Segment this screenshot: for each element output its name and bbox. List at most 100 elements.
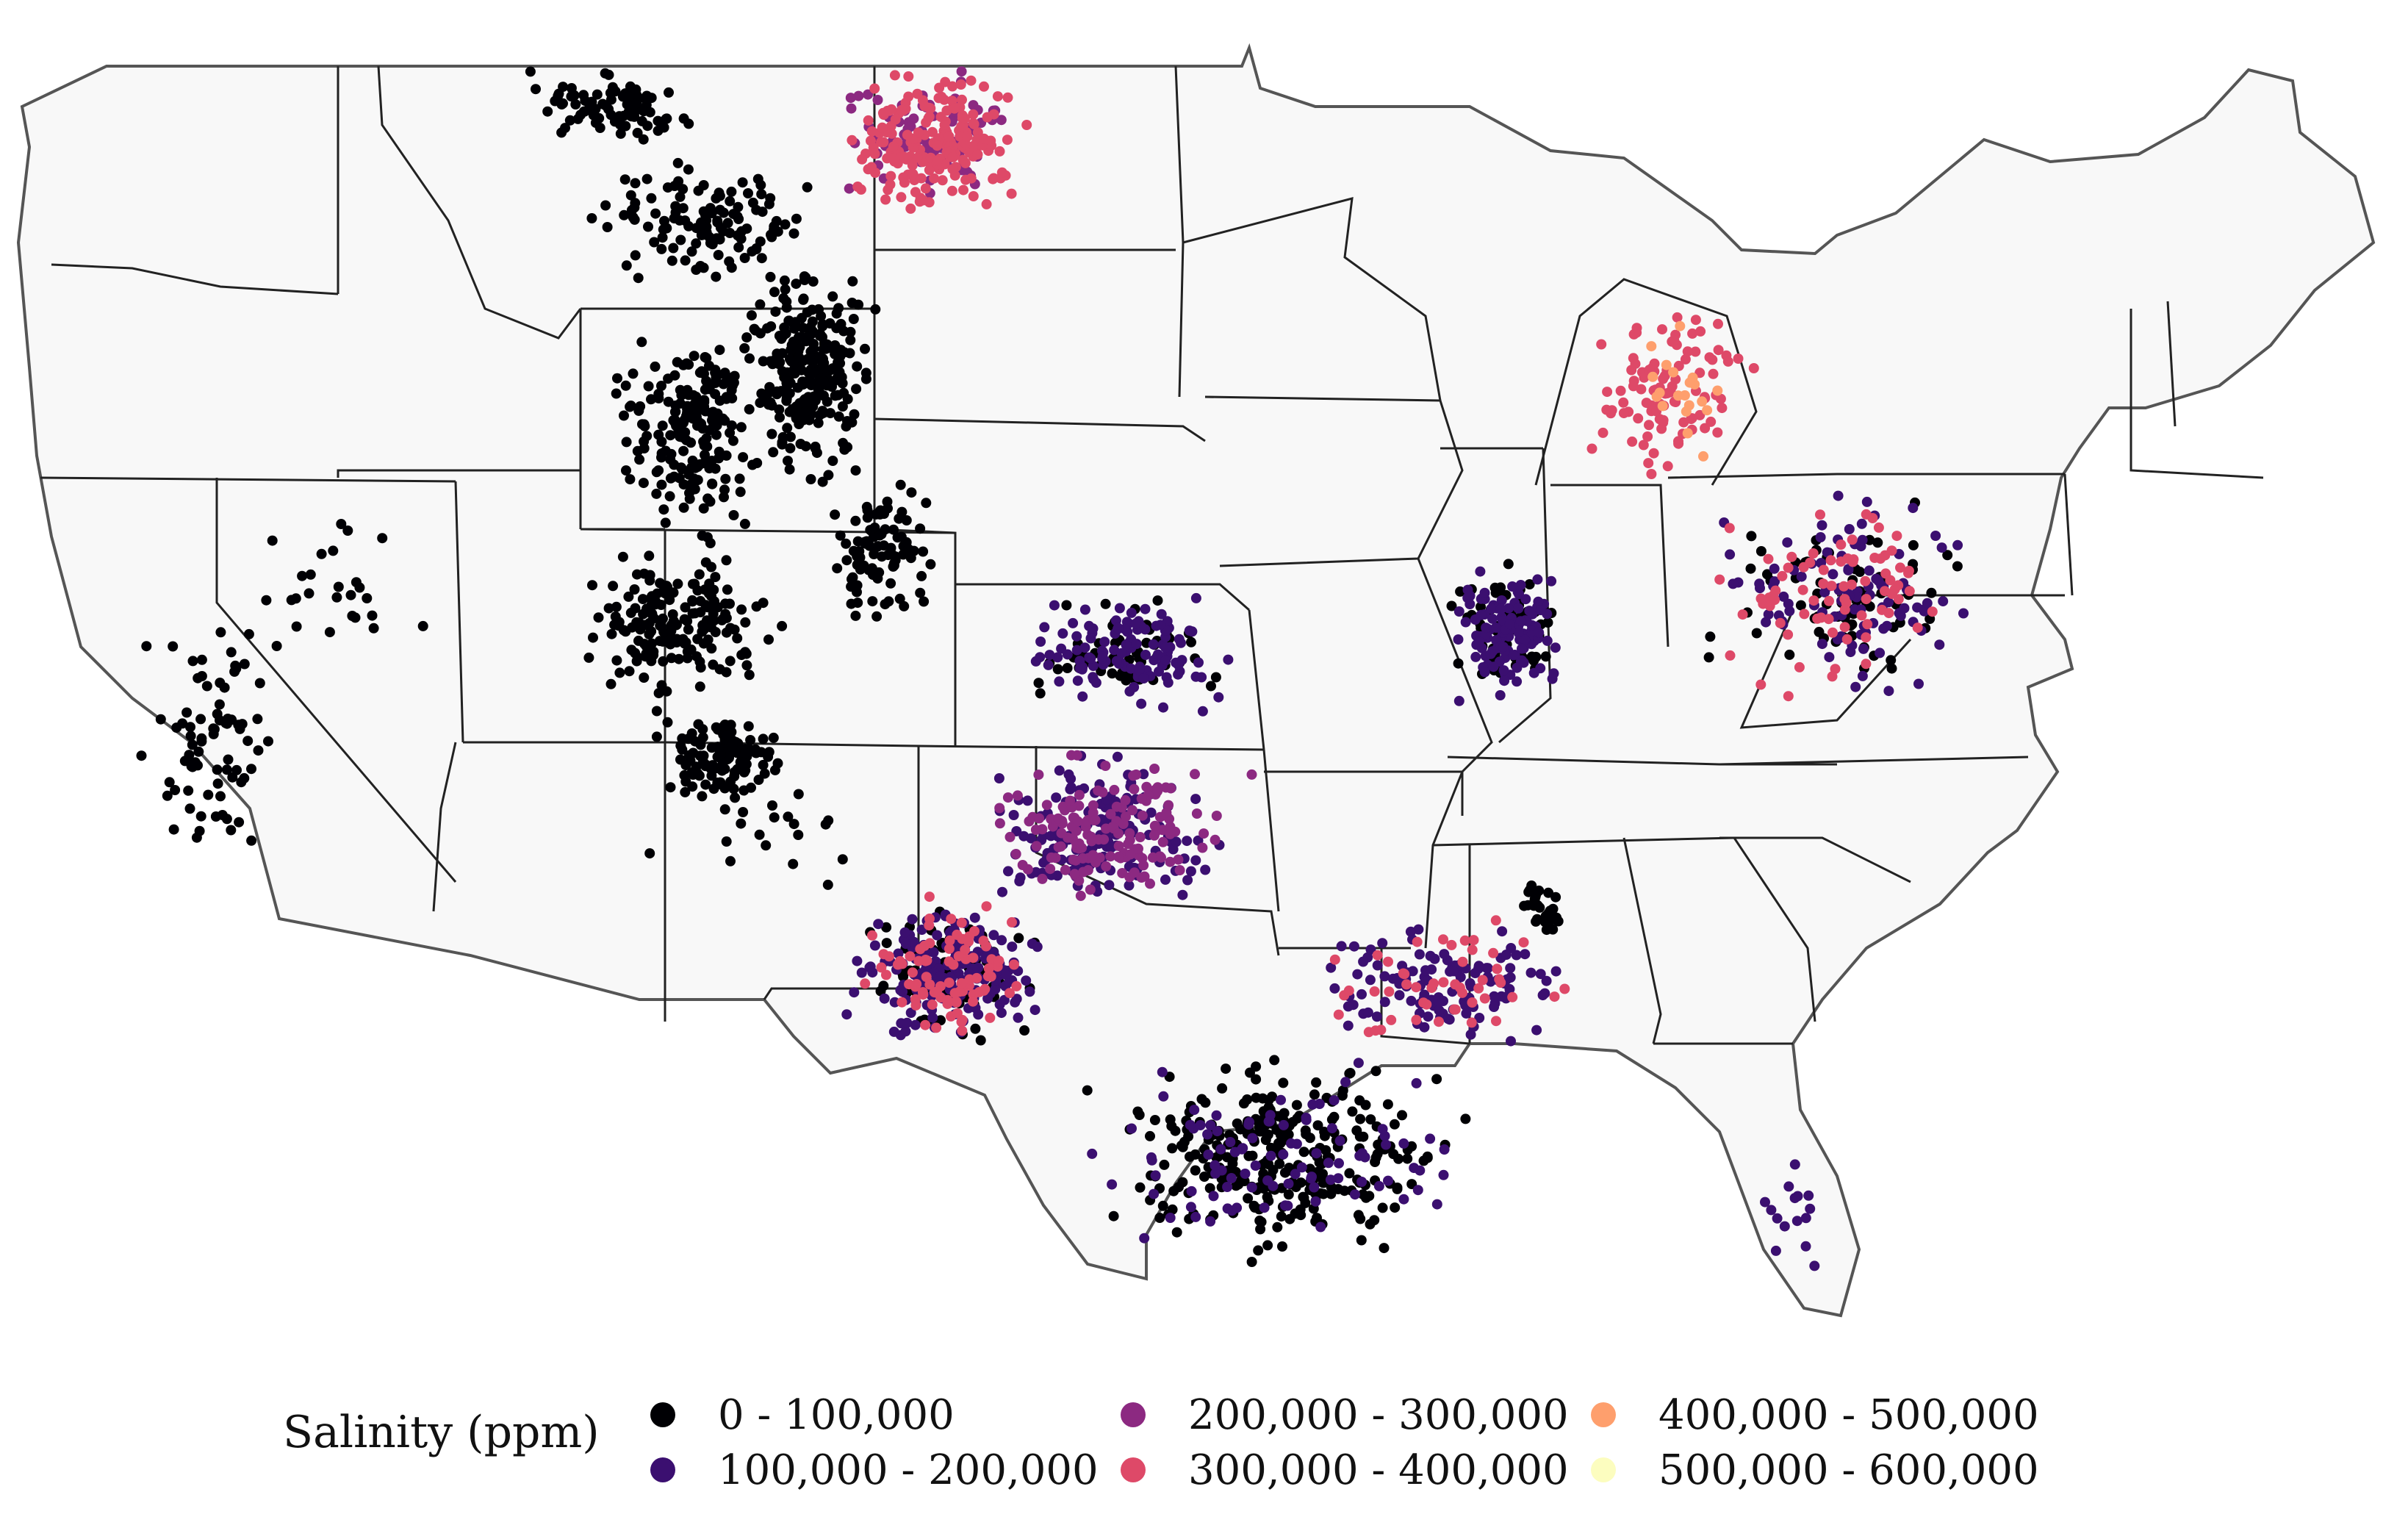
well-point (1415, 1165, 1426, 1176)
well-point (770, 306, 781, 317)
well-point (226, 647, 237, 658)
well-point (852, 955, 863, 966)
well-point (1029, 1005, 1041, 1016)
well-point (1205, 1120, 1216, 1130)
well-point (739, 342, 750, 354)
well-point (1318, 1188, 1329, 1199)
well-point (968, 119, 980, 129)
well-point (844, 348, 855, 359)
well-point (1211, 1152, 1222, 1163)
well-point (841, 421, 852, 432)
well-point (1002, 792, 1013, 803)
well-point (878, 980, 889, 991)
well-point (182, 707, 193, 718)
well-point (1034, 813, 1045, 824)
well-point (698, 758, 709, 769)
well-point (1795, 600, 1806, 611)
well-point (696, 220, 707, 231)
well-point (714, 204, 725, 215)
legend-label: 100,000 - 200,000 (718, 1446, 1099, 1494)
well-point (679, 769, 690, 781)
well-point (876, 962, 887, 973)
well-point (1171, 836, 1182, 847)
well-point (905, 203, 916, 214)
well-point (1412, 1185, 1423, 1196)
well-point (643, 381, 654, 392)
well-point (657, 232, 668, 243)
well-point (168, 641, 179, 652)
well-point (817, 390, 828, 401)
well-point (1392, 1183, 1403, 1194)
well-point (680, 427, 691, 438)
well-point (593, 612, 604, 623)
well-point (1365, 975, 1376, 986)
well-point (783, 811, 794, 822)
well-point (1062, 649, 1073, 660)
well-point (1438, 934, 1448, 945)
well-point (918, 546, 929, 557)
well-point (1157, 836, 1168, 847)
well-point (1864, 534, 1875, 545)
well-point (1003, 866, 1013, 877)
well-point (1643, 458, 1654, 469)
well-point (996, 167, 1007, 178)
well-point (1056, 828, 1067, 839)
well-point (832, 563, 843, 574)
well-point (782, 423, 793, 434)
well-point (728, 510, 739, 520)
well-point (680, 215, 691, 226)
well-point (869, 148, 880, 159)
well-point (641, 173, 653, 184)
well-point (1348, 941, 1359, 952)
well-point (1398, 1194, 1409, 1205)
well-point (1895, 562, 1905, 573)
well-point (1794, 661, 1805, 672)
well-point (697, 724, 708, 735)
well-point (1251, 1074, 1262, 1085)
well-point (1857, 534, 1868, 545)
well-point (873, 541, 884, 552)
well-point (1379, 1243, 1390, 1254)
well-point (638, 478, 649, 489)
well-point (899, 927, 910, 938)
well-point (1442, 1013, 1453, 1025)
well-point (853, 299, 864, 310)
well-point (675, 398, 686, 409)
well-point (931, 1022, 942, 1033)
well-point (1072, 816, 1083, 827)
well-point (794, 352, 805, 363)
well-point (1126, 1123, 1137, 1134)
well-point (785, 431, 796, 442)
well-point (678, 445, 689, 456)
well-point (1154, 811, 1165, 822)
well-point (788, 858, 799, 869)
well-point (691, 238, 702, 249)
well-point (711, 722, 722, 733)
well-point (1004, 988, 1015, 999)
well-point (708, 609, 719, 620)
well-point (1386, 1014, 1397, 1025)
well-point (784, 406, 795, 417)
well-point (727, 392, 738, 403)
well-point (1071, 645, 1082, 656)
well-point (707, 478, 718, 489)
well-point (1021, 120, 1032, 130)
well-point (1352, 969, 1363, 980)
well-point (751, 243, 762, 254)
well-point (1221, 1063, 1232, 1074)
well-point (741, 648, 752, 659)
well-point (1078, 867, 1089, 878)
well-point (1104, 880, 1115, 891)
well-point (1158, 1091, 1169, 1102)
well-points (136, 66, 1969, 1271)
well-point (1406, 995, 1417, 1006)
well-point (739, 253, 750, 263)
well-point (912, 88, 923, 99)
well-point (828, 376, 839, 387)
well-point (676, 390, 687, 401)
well-point (1446, 939, 1457, 950)
well-point (666, 255, 678, 266)
well-point (834, 367, 845, 378)
well-point (558, 82, 569, 93)
well-point (1495, 690, 1506, 700)
